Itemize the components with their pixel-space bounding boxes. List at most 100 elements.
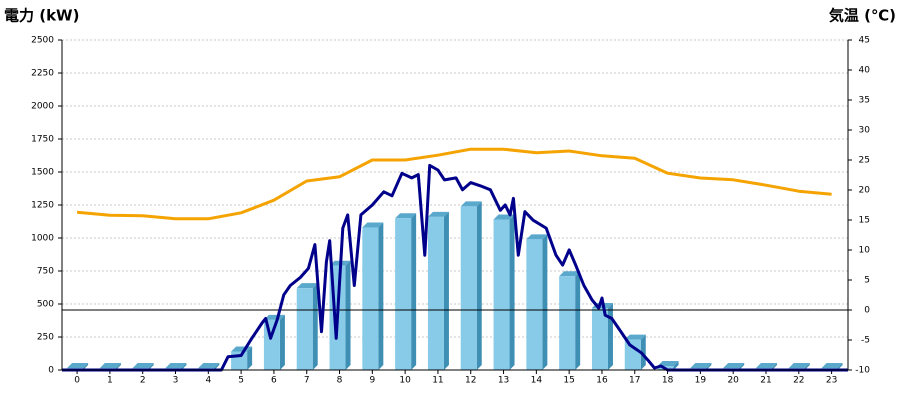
bar-side [148, 363, 154, 370]
y2-tick-label: 25 [859, 156, 870, 166]
bar-side [837, 363, 843, 370]
bar [526, 239, 543, 370]
bar-top [395, 213, 417, 219]
bar-top [99, 363, 121, 369]
x-tick-label: 11 [432, 376, 443, 386]
x-tick-label: 6 [271, 376, 277, 386]
x-tick-label: 1 [107, 376, 113, 386]
bar-top [198, 363, 220, 369]
y-tick-label: 250 [37, 333, 54, 343]
y2-tick-label: 40 [859, 66, 871, 76]
y-tick-label: 1500 [31, 168, 54, 178]
bar-top [132, 363, 154, 369]
y2-tick-label: -10 [855, 366, 870, 376]
bar-side [83, 363, 89, 370]
x-tick-label: 10 [399, 376, 411, 386]
y-tick-label: 1750 [31, 135, 54, 145]
x-tick-label: 9 [369, 376, 375, 386]
x-tick-label: 19 [695, 376, 707, 386]
y2-tick-label: 20 [859, 186, 871, 196]
bar-top [723, 363, 745, 369]
bar-side [312, 283, 318, 370]
x-tick-label: 5 [238, 376, 244, 386]
bar-top [788, 363, 810, 369]
y2-tick-label: -5 [861, 336, 870, 346]
x-tick-label: 21 [760, 376, 771, 386]
line [76, 147, 832, 221]
bar-side [411, 213, 417, 370]
x-tick-label: 22 [793, 376, 804, 386]
x-tick-label: 13 [498, 376, 509, 386]
bar-side [181, 363, 187, 370]
bar [493, 219, 510, 370]
bar-side [739, 363, 745, 370]
bar [427, 216, 444, 370]
x-tick-label: 12 [465, 376, 476, 386]
bar-top [526, 234, 548, 240]
x-tick-label: 0 [74, 376, 80, 386]
x-tick-label: 14 [531, 376, 543, 386]
y-tick-label: 0 [48, 366, 54, 376]
x-tick-label: 15 [563, 376, 574, 386]
x-tick-label: 20 [727, 376, 739, 386]
y-tick-label: 1000 [31, 234, 54, 244]
bar-side [214, 363, 220, 370]
bar-side [345, 260, 351, 370]
bar-side [378, 222, 384, 370]
bar [624, 339, 641, 370]
x-tick-label: 17 [629, 376, 640, 386]
bar-side [247, 346, 253, 370]
bar-side [771, 363, 777, 370]
bar-top [165, 363, 187, 369]
bar-side [804, 363, 810, 370]
bar-top [296, 283, 318, 289]
y2-tick-label: 10 [859, 246, 871, 256]
bar-top [624, 334, 646, 340]
x-tick-label: 23 [826, 376, 837, 386]
y2-tick-label: 0 [864, 306, 870, 316]
y-tick-label: 1250 [31, 201, 54, 211]
y2-axis-title: 気温 (℃) [829, 7, 896, 25]
bar-side [115, 363, 121, 370]
y2-tick-label: 35 [859, 96, 870, 106]
y-tick-label: 2250 [31, 69, 54, 79]
bar-side [509, 214, 515, 370]
x-tick-label: 7 [304, 376, 310, 386]
bar [460, 206, 477, 370]
y2-tick-label: 45 [859, 36, 870, 46]
bar [395, 218, 412, 370]
x-tick-label: 18 [662, 376, 674, 386]
bar [263, 319, 280, 370]
bar-side [640, 334, 646, 370]
x-tick-label: 2 [140, 376, 146, 386]
bar-top [67, 363, 89, 369]
bar-side [706, 363, 712, 370]
bar-top [362, 222, 384, 228]
y-axis-title: 電力 (kW) [4, 7, 79, 25]
bar-side [575, 271, 581, 370]
x-tick-label: 4 [205, 376, 211, 386]
bar-top [755, 363, 777, 369]
bar-top [690, 363, 712, 369]
bar-side [673, 361, 679, 370]
bar [559, 276, 576, 370]
bar-side [542, 234, 548, 370]
bar-side [607, 302, 613, 370]
y-tick-label: 500 [37, 300, 54, 310]
bar [362, 227, 379, 370]
bar-side [476, 201, 482, 370]
y-tick-label: 2000 [31, 102, 54, 112]
bar-side [279, 314, 285, 370]
line [62, 163, 848, 372]
y2-tick-label: 15 [859, 216, 870, 226]
bar-top [559, 271, 581, 277]
x-tick-label: 3 [173, 376, 179, 386]
bar-top [427, 211, 449, 217]
y2-tick-label: 30 [859, 126, 871, 136]
bar-side [443, 211, 449, 370]
bar [591, 307, 608, 370]
y-tick-label: 2500 [31, 36, 54, 46]
x-tick-label: 8 [337, 376, 343, 386]
bar-top [657, 361, 679, 367]
